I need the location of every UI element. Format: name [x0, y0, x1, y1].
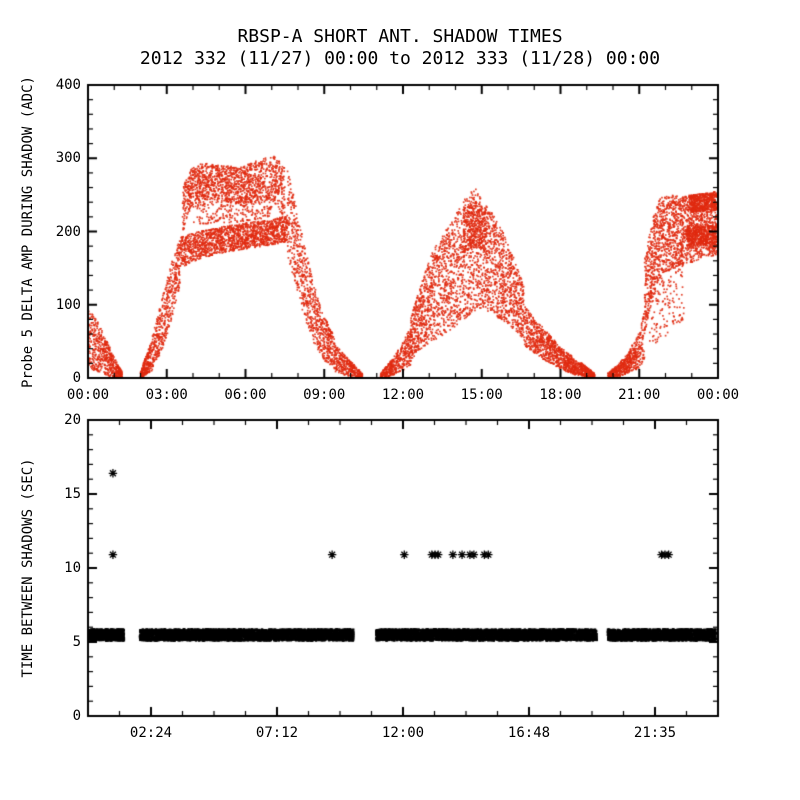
scatter-plot-canvas — [0, 0, 800, 800]
rbsp-shadow-times-figure: RBSP-A SHORT ANT. SHADOW TIMES 2012 332 … — [0, 0, 800, 800]
